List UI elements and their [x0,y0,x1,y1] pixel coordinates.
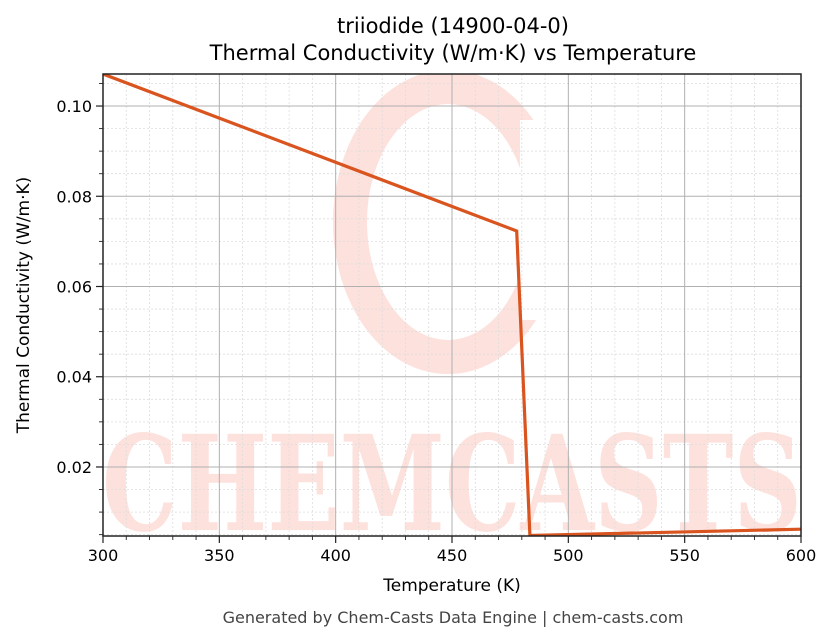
x-tick-label: 500 [553,546,584,565]
chart-title-line2: Thermal Conductivity (W/m·K) vs Temperat… [209,41,697,65]
y-tick-label: 0.06 [56,278,92,297]
x-tick-label: 300 [88,546,119,565]
y-tick-label: 0.08 [56,187,92,206]
footer-credit: Generated by Chem-Casts Data Engine | ch… [222,608,684,627]
chart-title-line1: triiodide (14900-04-0) [337,14,569,38]
x-tick-label: 450 [437,546,468,565]
x-tick-label: 400 [320,546,351,565]
x-tick-label: 350 [204,546,235,565]
data-line [103,74,801,536]
y-tick-label: 0.10 [56,97,92,116]
x-tick-label: 600 [786,546,817,565]
axis-ticks: 300 350 400 450 500 550 600 0.02 0.04 0.06 0.08 0.1… [56,83,816,565]
x-axis-label: Temperature (K) [383,576,521,596]
y-tick-label: 0.02 [56,458,92,477]
y-axis-label: Thermal Conductivity (W/m·K) [14,176,34,434]
grid [102,74,802,536]
y-tick-label: 0.04 [56,368,92,387]
x-tick-label: 550 [669,546,700,565]
